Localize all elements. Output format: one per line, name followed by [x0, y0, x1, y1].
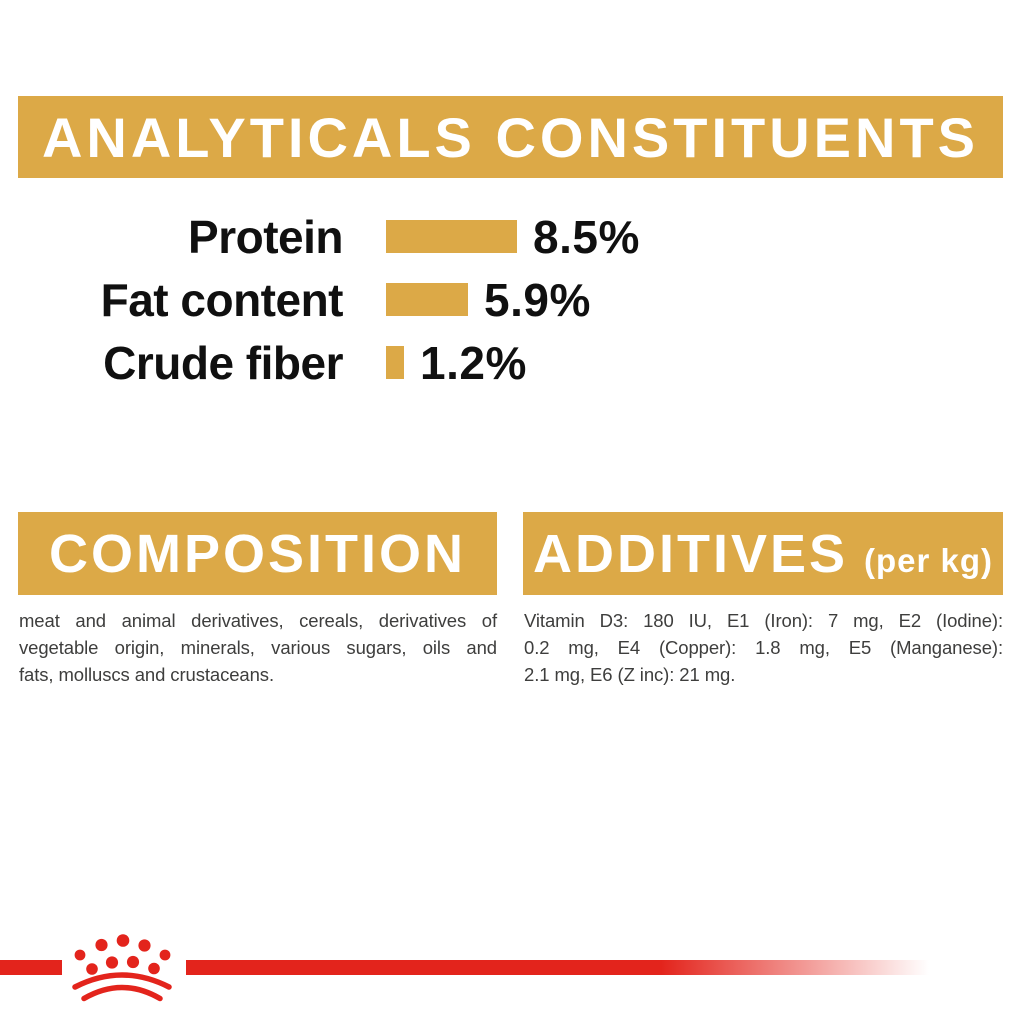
chart-value-label: 8.5% [533, 210, 640, 263]
chart-row-protein: Protein 8.5% [18, 205, 718, 268]
chart-row-fat-content: Fat content 5.9% [18, 268, 718, 331]
additives-title: ADDITIVES [532, 523, 849, 584]
chart-value-label: 5.9% [484, 273, 591, 326]
body-text-line: Vitamin D3: 180 IU, E1 (Iron): 7 mg, E2 … [524, 610, 1003, 631]
chart-bar [386, 220, 517, 253]
body-text-line: fats, molluscs and crustaceans. [19, 664, 274, 685]
body-text-line: 2.1 mg, E6 (Z inc): 21 mg. [524, 664, 736, 685]
analyticals-banner: ANALYTICALS CONSTITUENTS [18, 96, 1003, 178]
body-text-line: 0.2 mg, E4 (Copper): 1.8 mg, E5 (Mangane… [524, 637, 1003, 658]
chart-bar [386, 283, 468, 316]
composition-banner: COMPOSITION [18, 512, 497, 595]
chart-category-label: Protein [188, 210, 343, 263]
body-text-line: meat and animal derivatives, cereals, de… [19, 610, 497, 631]
chart-bar [386, 346, 404, 379]
chart-category-label: Fat content [100, 273, 344, 326]
chart-value-label: 1.2% [420, 336, 527, 389]
composition-text: meat and animal derivatives, cereals, de… [19, 607, 497, 688]
body-text-line: vegetable origin, minerals, various suga… [19, 637, 497, 658]
additives-title-group: ADDITIVES (per kg) [533, 523, 993, 585]
composition-title: COMPOSITION [48, 523, 466, 584]
additives-per-kg-label: (per kg) [864, 541, 994, 579]
additives-banner: ADDITIVES (per kg) [523, 512, 1003, 595]
chart-row-crude-fiber: Crude fiber 1.2% [18, 331, 718, 394]
footer-rule-left [0, 960, 62, 975]
analyticals-title: ANALYTICALS CONSTITUENTS [41, 105, 980, 169]
analytical-constituents-chart: Protein 8.5% Fat content 5.9% Crude fiber 1.2… [18, 205, 718, 394]
royal-canin-crown-logo [72, 934, 172, 1002]
footer-rule-right [186, 960, 952, 975]
additives-text: Vitamin D3: 180 IU, E1 (Iron): 7 mg, E2 … [524, 607, 1003, 688]
chart-category-label: Crude fiber [103, 336, 343, 389]
